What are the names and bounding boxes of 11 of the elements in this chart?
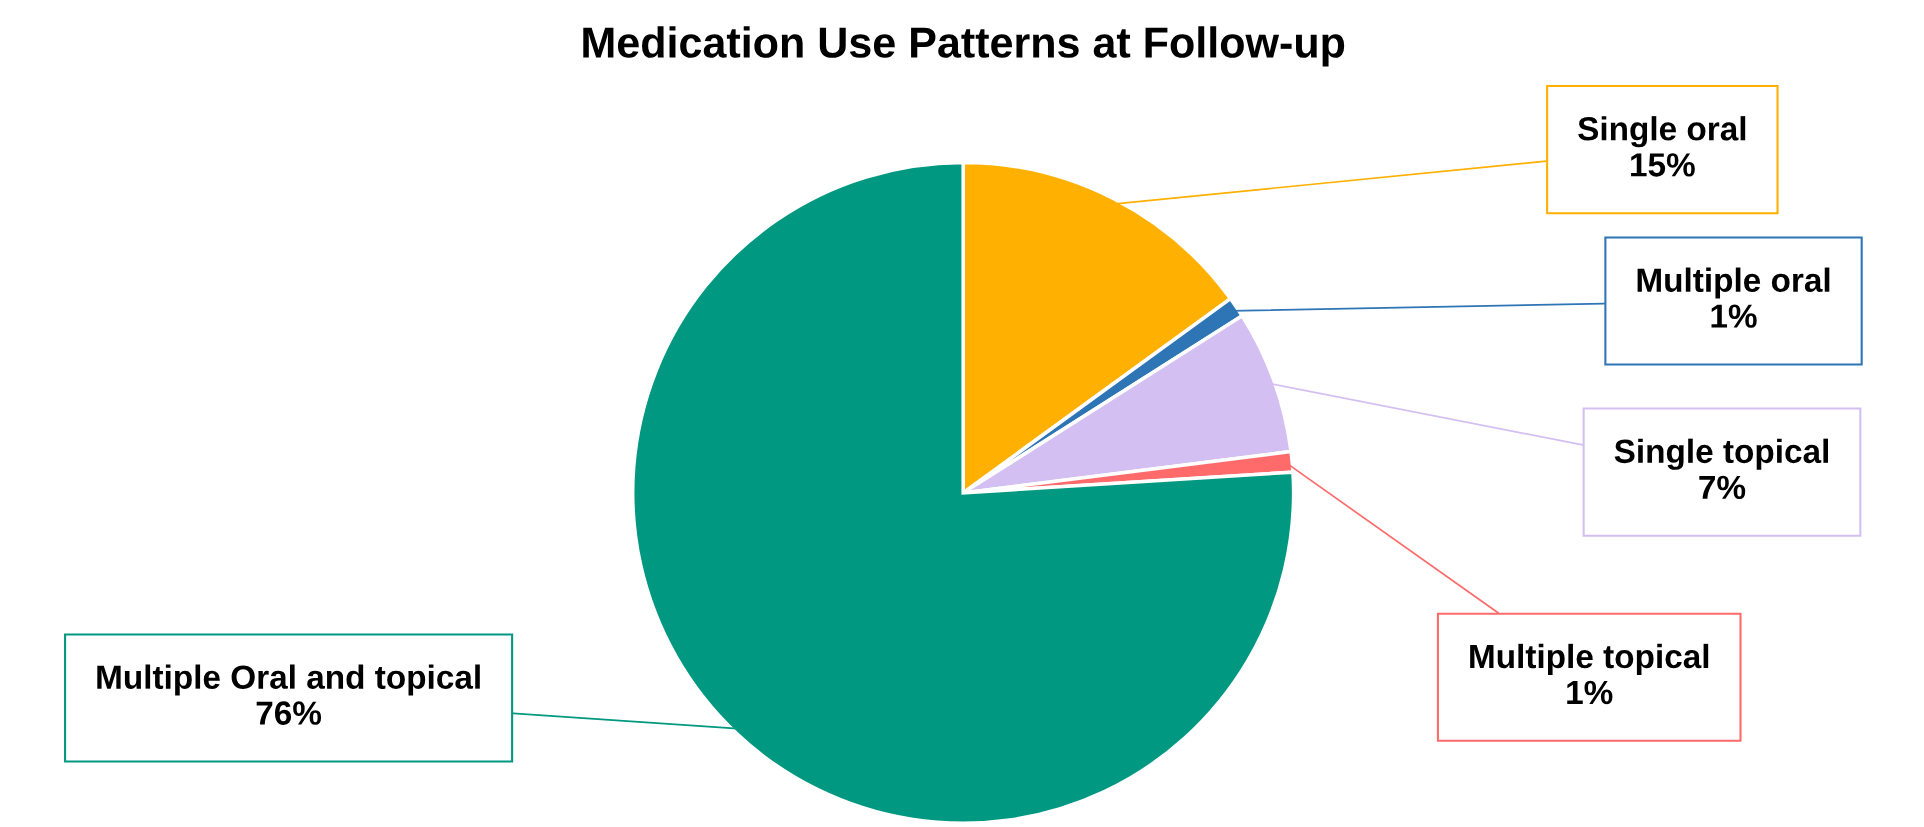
slice-label: Single oral bbox=[1578, 116, 1746, 148]
slice-label: Multiple oral bbox=[1637, 267, 1830, 299]
slice-label: Multiple topical bbox=[1470, 643, 1709, 675]
data-label: 76% bbox=[256, 701, 322, 725]
slice-label: Multiple Oral and topical bbox=[97, 664, 480, 696]
data-label: 1% bbox=[1567, 680, 1613, 705]
data-label: 7% bbox=[1699, 475, 1746, 500]
data-label: 1% bbox=[1711, 304, 1757, 328]
slice-label: Single topical bbox=[1614, 438, 1828, 470]
data-label: 15% bbox=[1631, 153, 1695, 177]
chart-title: Medication Use Patterns at Follow-up bbox=[583, 26, 1345, 67]
